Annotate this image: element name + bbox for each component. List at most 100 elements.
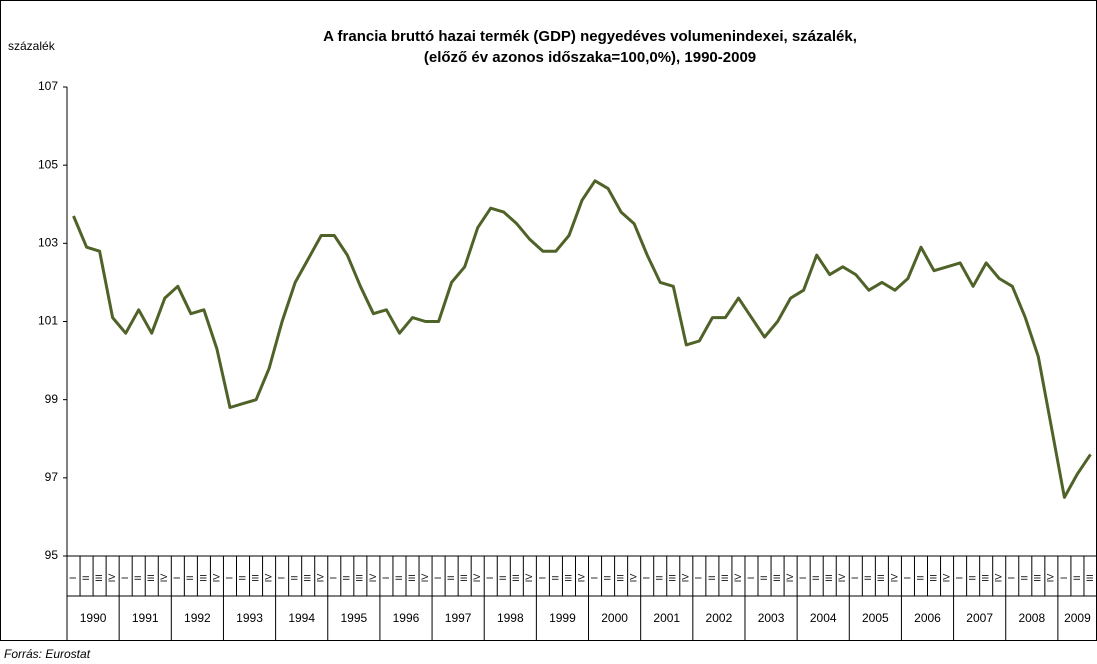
- x-tick-label: II: [185, 575, 195, 580]
- x-tick-label: II: [342, 575, 352, 580]
- y-tick-label: 107: [38, 79, 58, 93]
- x-tick-label: II: [237, 575, 247, 580]
- x-tick-label: II: [81, 575, 91, 580]
- x-tick-label: IV: [368, 574, 378, 583]
- year-label: 2005: [862, 611, 889, 625]
- chart-title: (előző év azonos időszaka=100,0%), 1990-…: [424, 49, 756, 66]
- x-tick-label: I: [485, 577, 495, 580]
- x-tick-label: III: [1085, 574, 1095, 582]
- source: Forrás: Eurostat: [4, 647, 91, 661]
- year-label: 2004: [810, 611, 837, 625]
- year-label: 1998: [497, 611, 524, 625]
- x-tick-label: IV: [889, 574, 899, 583]
- y-axis-label: százalék: [8, 39, 56, 53]
- x-tick-label: IV: [837, 574, 847, 583]
- year-label: 2003: [758, 611, 785, 625]
- x-tick-label: III: [876, 574, 886, 582]
- x-tick-label: III: [511, 574, 521, 582]
- x-tick-label: III: [720, 574, 730, 582]
- x-tick-label: I: [798, 577, 808, 580]
- x-tick-label: III: [615, 574, 625, 582]
- x-tick-label: III: [94, 574, 104, 582]
- x-tick-label: II: [602, 575, 612, 580]
- x-tick-label: I: [1059, 577, 1069, 580]
- x-tick-label: II: [863, 575, 873, 580]
- x-tick-label: III: [824, 574, 834, 582]
- x-tick-label: I: [329, 577, 339, 580]
- year-label: 2001: [653, 611, 680, 625]
- x-tick-label: II: [446, 575, 456, 580]
- x-tick-label: IV: [472, 574, 482, 583]
- x-tick-label: I: [1007, 577, 1017, 580]
- x-tick-label: IV: [420, 574, 430, 583]
- x-tick-label: IV: [107, 574, 117, 583]
- x-tick-label: IV: [994, 574, 1004, 583]
- x-tick-label: I: [694, 577, 704, 580]
- x-tick-label: I: [589, 577, 599, 580]
- year-label: 2009: [1064, 611, 1091, 625]
- x-tick-label: IV: [785, 574, 795, 583]
- x-tick-label: III: [1033, 574, 1043, 582]
- year-label: 1995: [340, 611, 367, 625]
- x-tick-label: II: [394, 575, 404, 580]
- x-tick-label: III: [146, 574, 156, 582]
- x-tick-label: I: [68, 577, 78, 580]
- x-tick-label: III: [668, 574, 678, 582]
- x-tick-label: I: [120, 577, 130, 580]
- x-tick-label: IV: [576, 574, 586, 583]
- y-tick-label: 99: [45, 392, 59, 406]
- chart-border: [0, 0, 1097, 641]
- x-tick-label: I: [277, 577, 287, 580]
- x-tick-label: I: [902, 577, 912, 580]
- y-tick-label: 95: [45, 548, 59, 562]
- year-label: 2000: [601, 611, 628, 625]
- x-tick-label: III: [407, 574, 417, 582]
- x-tick-label: III: [459, 574, 469, 582]
- x-tick-label: IV: [263, 574, 273, 583]
- chart-title: A francia bruttó hazai termék (GDP) negy…: [323, 28, 857, 45]
- x-tick-label: I: [537, 577, 547, 580]
- x-tick-label: II: [550, 575, 560, 580]
- year-label: 1996: [393, 611, 420, 625]
- x-tick-label: IV: [159, 574, 169, 583]
- x-tick-label: I: [433, 577, 443, 580]
- x-tick-label: IV: [941, 574, 951, 583]
- x-tick-label: II: [968, 575, 978, 580]
- y-tick-label: 105: [38, 157, 58, 171]
- year-label: 2007: [966, 611, 993, 625]
- year-label: 1992: [184, 611, 211, 625]
- year-label: 1994: [288, 611, 315, 625]
- x-tick-label: I: [381, 577, 391, 580]
- x-tick-label: I: [224, 577, 234, 580]
- x-tick-label: II: [811, 575, 821, 580]
- x-tick-label: II: [759, 575, 769, 580]
- year-label: 1997: [445, 611, 472, 625]
- x-tick-label: IV: [524, 574, 534, 583]
- x-tick-label: IV: [681, 574, 691, 583]
- x-tick-label: I: [642, 577, 652, 580]
- x-tick-label: II: [498, 575, 508, 580]
- y-tick-label: 101: [38, 314, 58, 328]
- x-tick-label: III: [928, 574, 938, 582]
- x-tick-label: III: [198, 574, 208, 582]
- x-tick-label: III: [772, 574, 782, 582]
- y-tick-label: 103: [38, 236, 58, 250]
- x-tick-label: III: [563, 574, 573, 582]
- x-tick-label: I: [746, 577, 756, 580]
- data-line: [72, 179, 1092, 499]
- x-tick-label: II: [133, 575, 143, 580]
- x-tick-label: II: [707, 575, 717, 580]
- x-tick-label: II: [1020, 575, 1030, 580]
- x-tick-label: I: [172, 577, 182, 580]
- x-tick-label: IV: [1046, 574, 1056, 583]
- x-tick-label: IV: [733, 574, 743, 583]
- x-tick-label: II: [655, 575, 665, 580]
- year-label: 1999: [549, 611, 576, 625]
- x-tick-label: IV: [629, 574, 639, 583]
- x-tick-label: III: [250, 574, 260, 582]
- x-tick-label: II: [915, 575, 925, 580]
- year-label: 1993: [236, 611, 263, 625]
- x-tick-label: IV: [211, 574, 221, 583]
